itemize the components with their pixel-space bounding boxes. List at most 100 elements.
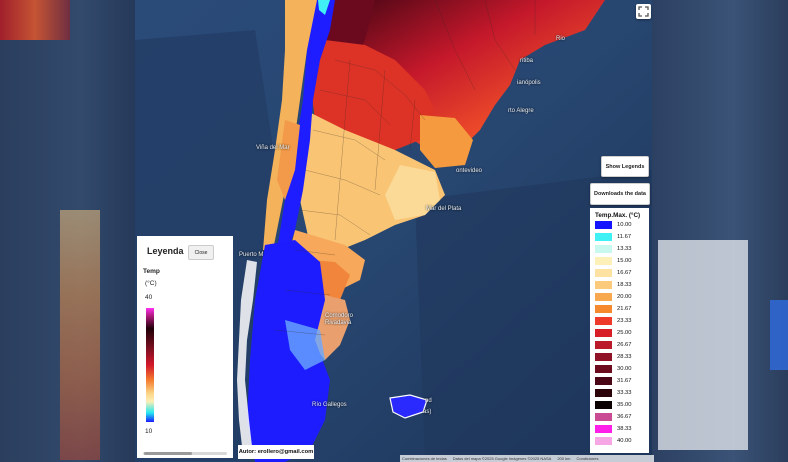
temperature-map (135, 0, 652, 462)
colorbar-swatch (595, 281, 612, 289)
label-islas-malvinas-2: as) (423, 409, 432, 415)
right-backdrop (652, 0, 788, 462)
legend-title: Leyenda (147, 246, 184, 256)
colorbar-label: 20.00 (617, 294, 632, 300)
colorbar-swatch (595, 365, 612, 373)
colorbar-swatch (595, 401, 612, 409)
andes-cyan-top (318, 0, 330, 15)
label-rio-gallegos: Río Gallegos (312, 402, 347, 408)
map-scale: 200 km (557, 456, 571, 461)
colorbar-swatch (595, 221, 612, 229)
falklands (390, 395, 427, 418)
label-curitiba: ritiba (520, 58, 534, 64)
colorbar-swatch (595, 389, 612, 397)
colorbar-label: 16.67 (617, 270, 632, 276)
colorbar-label: 23.33 (617, 318, 632, 324)
colorbar-label: 25.00 (617, 330, 632, 336)
patagonia-cold (247, 240, 330, 462)
label-rio: Rio (556, 36, 566, 42)
legend-scrollbar-thumb[interactable] (144, 452, 192, 455)
colorbar-swatch (595, 293, 612, 301)
colorbar-label: 21.67 (617, 306, 632, 312)
colorbar-label: 10.00 (617, 222, 632, 228)
label-montevideo: ontevideo (456, 168, 483, 174)
colorbar-label: 38.33 (617, 426, 632, 432)
colorbar-swatch (595, 257, 612, 265)
colorbar-label: 28.33 (617, 354, 632, 360)
right-backdrop-blue-strip (770, 300, 788, 370)
colorbar-label: 31.67 (617, 378, 632, 384)
legend-max-value: 40 (145, 294, 153, 301)
colorbar-entry: 35.00 (595, 401, 632, 409)
label-florianopolis: ianópolis (517, 80, 541, 86)
colorbar-swatch (595, 245, 612, 253)
colorbar-swatch (595, 437, 612, 445)
colorbar-swatch (595, 425, 612, 433)
buenos-aires-coast (385, 165, 440, 220)
colorbar-label: 18.33 (617, 282, 632, 288)
label-puerto-montt: Puerto M (239, 252, 264, 258)
fullscreen-icon (638, 6, 649, 17)
colorbar-entry: 20.00 (595, 293, 632, 301)
colorbar-entry: 23.33 (595, 317, 632, 325)
fjords-coast (237, 260, 257, 455)
colorbar-entry: 15.00 (595, 257, 632, 265)
legend-unit: (°C) (145, 280, 157, 287)
colorbar-label: 40.00 (617, 438, 632, 444)
label-islas-malvinas: nd (425, 398, 432, 404)
map-attribution: Combinaciones de teclas Datos del mapa ©… (400, 455, 654, 462)
argentina-north-hot (310, 40, 435, 150)
left-backdrop-warm (60, 210, 100, 460)
left-backdrop-heat (0, 0, 70, 40)
colorbar-entry: 11.67 (595, 233, 631, 241)
map-canvas[interactable]: Rio ritiba ianópolis rto Alegre ontevide… (135, 0, 652, 462)
colorbar-label: 36.67 (617, 414, 632, 420)
colorbar-label: 15.00 (617, 258, 632, 264)
colorbar-entry: 33.33 (595, 389, 632, 397)
download-data-button[interactable]: Downloads the data (590, 183, 650, 205)
label-comodoro-rivadavia: Comodoro Rivadavia (325, 313, 354, 326)
map-data-credit: Datos del mapa ©2025 Google Imágenes ©20… (452, 456, 552, 461)
legend-min-value: 10 (145, 428, 153, 435)
andes-cold-strip (277, 0, 335, 260)
colorbar-entry: 40.00 (595, 437, 632, 445)
colorbar-swatch (595, 353, 612, 361)
colorbar-swatch (595, 305, 612, 313)
colorbar-swatch (595, 413, 612, 421)
colorbar-entry: 30.00 (595, 365, 632, 373)
colorbar-title: Temp.Max. (°C) (595, 212, 641, 219)
keyboard-shortcuts-link[interactable]: Combinaciones de teclas (402, 456, 447, 461)
legend-gradient-bar (146, 308, 154, 422)
legend-close-button[interactable]: Close (188, 245, 214, 260)
fullscreen-button[interactable] (636, 4, 651, 19)
legend-panel: Leyenda Close Temp (°C) 40 10 (137, 236, 233, 458)
colorbar-swatch (595, 329, 612, 337)
uruguay-region (420, 115, 473, 168)
colorbar-label: 35.00 (617, 402, 632, 408)
colorbar-entry: 26.67 (595, 341, 632, 349)
colorbar-entry: 18.33 (595, 281, 632, 289)
colorbar-label: 26.67 (617, 342, 632, 348)
terms-link[interactable]: Condiciones (576, 456, 599, 461)
colorbar-entry: 28.33 (595, 353, 632, 361)
colorbar-swatch (595, 377, 612, 385)
label-mar-del-plata: Mar del Plata (426, 206, 462, 212)
colorbar-entry: 31.67 (595, 377, 632, 385)
colorbar-label: 30.00 (617, 366, 632, 372)
colorbar-legend: Temp.Max. (°C) 10.00 11.67 13.33 15.00 16.67… (590, 208, 649, 453)
colorbar-entry: 16.67 (595, 269, 632, 277)
colorbar-entry: 13.33 (595, 245, 632, 253)
show-legends-button[interactable]: Show Legends (601, 156, 649, 177)
colorbar-label: 33.33 (617, 390, 632, 396)
patagonia-cyan (285, 320, 325, 370)
colorbar-swatch (595, 317, 612, 325)
legend-scrollbar[interactable] (143, 452, 227, 455)
author-credit: Autor: erollero@gmail.com (238, 445, 314, 459)
colorbar-entry: 36.67 (595, 413, 632, 421)
right-backdrop-white-panel (658, 240, 748, 450)
colorbar-entry: 25.00 (595, 329, 632, 337)
falklands-outline (389, 394, 428, 419)
colorbar-entry: 10.00 (595, 221, 632, 229)
left-backdrop (0, 0, 135, 462)
colorbar-swatch (595, 341, 612, 349)
